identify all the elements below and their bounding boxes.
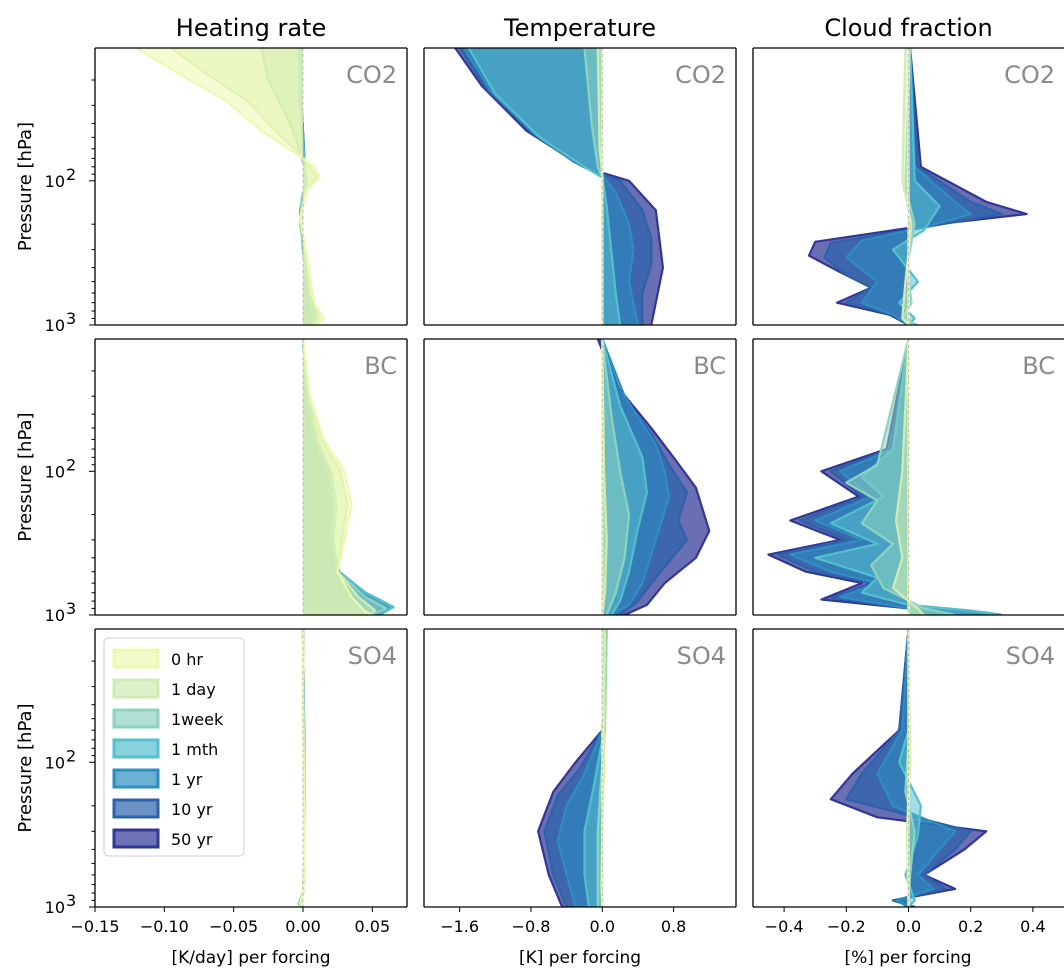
legend-swatch-0-hr xyxy=(112,648,160,669)
x-tick-label: 0.2 xyxy=(958,917,983,936)
forcing-tag: BC xyxy=(364,352,397,380)
column-title-temperature: Temperature xyxy=(503,14,656,42)
forcing-tag: CO2 xyxy=(346,61,397,89)
series-line-50-yr xyxy=(454,48,665,325)
series-area-1-day xyxy=(597,48,603,325)
x-tick-label: 0.8 xyxy=(661,917,686,936)
panel-so4-cloud-fraction: SO4 −0.4 −0.2 0.0 0.2 0.4 [%] per forcing xyxy=(752,628,1064,968)
panel-bc-cloud-fraction: BC xyxy=(752,338,1064,616)
x-tick-label: −0.8 xyxy=(512,917,551,936)
series-line-50-yr xyxy=(596,339,711,615)
panel-bc-temperature: BC xyxy=(423,338,737,616)
series-line-50-yr xyxy=(829,629,988,907)
x-tick-label: −0.05 xyxy=(209,917,258,936)
legend-label-50-yr: 50 yr xyxy=(171,830,213,849)
legend-swatch-1-yr xyxy=(112,768,160,789)
forcing-tag: SO4 xyxy=(1006,642,1055,670)
series-line-1-yr xyxy=(463,48,639,325)
series-area-1week xyxy=(602,339,629,615)
y-tick-label: 10 xyxy=(45,316,65,335)
y-tick-label-exponent: 3 xyxy=(66,891,76,910)
forcing-tag: CO2 xyxy=(675,61,726,89)
y-tick-label: 10 xyxy=(45,753,65,772)
series-area-1-mth xyxy=(468,48,621,325)
x-tick-label: −0.15 xyxy=(70,917,119,936)
column-title-cloud-fraction: Cloud fraction xyxy=(824,14,992,42)
series-line-0-hr xyxy=(299,629,306,907)
y-tick-label: 10 xyxy=(45,606,65,625)
legend-swatch-1-day xyxy=(112,678,160,699)
series-area-1-yr xyxy=(877,629,956,907)
x-axis-label: [K] per forcing xyxy=(519,948,641,968)
x-tick-label: 0.0 xyxy=(590,917,615,936)
forcing-tag: CO2 xyxy=(1004,61,1055,89)
y-axis-label: Pressure [hPa] xyxy=(15,412,36,541)
y-axis-label: Pressure [hPa] xyxy=(15,703,36,832)
legend: 0 hr 1 day 1week 1 mth 1 yr 10 yr 50 yr xyxy=(103,637,245,857)
series-line-50-yr xyxy=(807,48,1028,325)
legend-swatch-1week xyxy=(112,708,160,729)
x-tick-label: 0.05 xyxy=(355,917,391,936)
series-line-1-yr xyxy=(845,48,972,325)
x-tick-label: −0.2 xyxy=(827,917,866,936)
y-tick-label-exponent: 2 xyxy=(66,455,76,474)
panel-so4-temperature: SO4 −1.6 −0.8 0.0 0.8 [K] per forcing xyxy=(423,628,737,968)
y-tick-label-exponent: 3 xyxy=(66,599,76,618)
series-line-1-mth xyxy=(898,629,923,907)
y-tick-label-exponent: 3 xyxy=(66,309,76,328)
x-tick-label: −0.10 xyxy=(140,917,189,936)
legend-swatch-50-yr xyxy=(112,828,160,849)
series-line-10-yr xyxy=(458,48,653,325)
y-tick-label: 10 xyxy=(45,462,65,481)
legend-label-10-yr: 10 yr xyxy=(171,800,213,819)
series-line-10-yr xyxy=(845,629,972,907)
x-tick-label: −0.4 xyxy=(765,917,804,936)
forcing-tag: BC xyxy=(693,352,726,380)
series-line-1-day xyxy=(601,339,608,615)
series-area-0-hr xyxy=(303,339,373,615)
series-area-1week xyxy=(584,48,603,325)
series-line-0-hr xyxy=(136,48,325,325)
series-area-1week xyxy=(905,629,915,907)
forcing-tag: SO4 xyxy=(677,642,726,670)
legend-label-1-mth: 1 mth xyxy=(171,740,218,759)
y-tick-label-exponent: 2 xyxy=(66,746,76,765)
x-axis-label: [%] per forcing xyxy=(844,948,971,968)
legend-label-1-day: 1 day xyxy=(171,680,216,699)
panel-co2-cloud-fraction: CO2 xyxy=(752,47,1064,326)
y-tick-label-exponent: 2 xyxy=(66,165,76,184)
series-line-0-hr xyxy=(301,339,373,615)
x-axis-label: [K/day] per forcing xyxy=(171,948,330,968)
legend-label-1-yr: 1 yr xyxy=(171,770,203,789)
y-tick-label: 10 xyxy=(45,898,65,917)
x-tick-label: 0.4 xyxy=(1020,917,1045,936)
series-line-1-day xyxy=(891,339,925,615)
x-tick-label: −1.6 xyxy=(440,917,479,936)
series-area-0-hr xyxy=(136,48,324,325)
forcing-tag: BC xyxy=(1022,352,1055,380)
y-axis-label: Pressure [hPa] xyxy=(15,122,36,251)
series-line-10-yr xyxy=(823,48,1003,325)
x-tick-label: 0.0 xyxy=(896,917,921,936)
series-line-1-mth xyxy=(601,339,649,615)
x-tick-label: 0.00 xyxy=(285,917,321,936)
column-title-heating-rate: Heating rate xyxy=(176,14,326,42)
y-tick-label: 10 xyxy=(45,172,65,191)
series-area-1-mth xyxy=(899,629,921,907)
series-line-1week xyxy=(601,339,631,615)
legend-label-1week: 1week xyxy=(171,710,224,729)
series-line-1-yr xyxy=(876,629,957,907)
legend-label-0-hr: 0 hr xyxy=(171,650,203,669)
panel-co2-temperature: CO2 xyxy=(423,47,737,326)
legend-swatch-1-mth xyxy=(112,738,160,759)
series-line-1-yr xyxy=(601,339,671,615)
series-area-1-mth xyxy=(893,48,940,325)
forcing-tag: SO4 xyxy=(348,642,397,670)
legend-swatch-10-yr xyxy=(112,798,160,819)
